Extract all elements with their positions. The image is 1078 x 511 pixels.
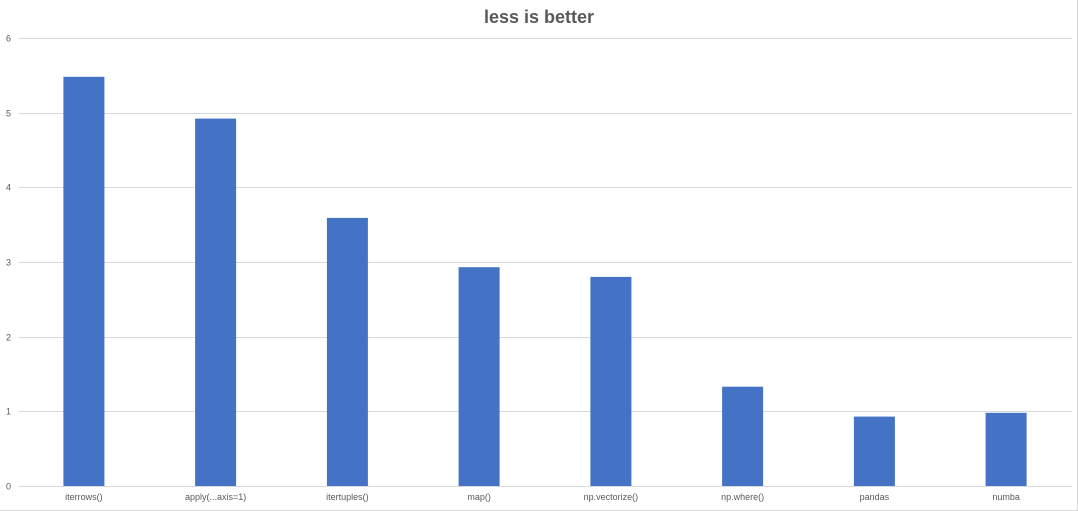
y-tick-label: 2 [6,333,11,343]
x-tick-label: np.where() [721,492,764,502]
bars [63,76,1027,487]
y-tick-label: 1 [6,407,11,417]
y-tick-label: 4 [6,183,11,193]
y-tick-label: 3 [6,258,11,268]
bar-map [458,267,500,486]
bar-apply-axis-1 [195,118,237,486]
bar-numba [985,412,1027,486]
bar-iterrows [63,76,105,487]
y-axis-ticks: 0 1 2 3 4 5 6 [6,34,11,492]
bar-np-vectorize [590,276,632,486]
x-axis-ticks: iterrows() apply(...axis=1) itertuples() ma… [65,492,1020,502]
y-tick-label: 6 [6,34,11,44]
y-tick-label: 0 [6,482,11,492]
bar-pandas [853,416,895,486]
y-tick-label: 5 [6,109,11,119]
gridlines [18,38,1072,487]
bar-itertuples [326,217,368,486]
x-tick-label: itertuples() [326,492,369,502]
bar-np-where [722,386,764,486]
x-tick-label: numba [992,492,1020,502]
x-tick-label: iterrows() [65,492,103,502]
chart-title: less is better [483,7,595,27]
x-tick-label: map() [467,492,491,502]
x-tick-label: np.vectorize() [584,492,639,502]
x-tick-label: pandas [860,492,890,502]
x-tick-label: apply(...axis=1) [185,492,246,502]
